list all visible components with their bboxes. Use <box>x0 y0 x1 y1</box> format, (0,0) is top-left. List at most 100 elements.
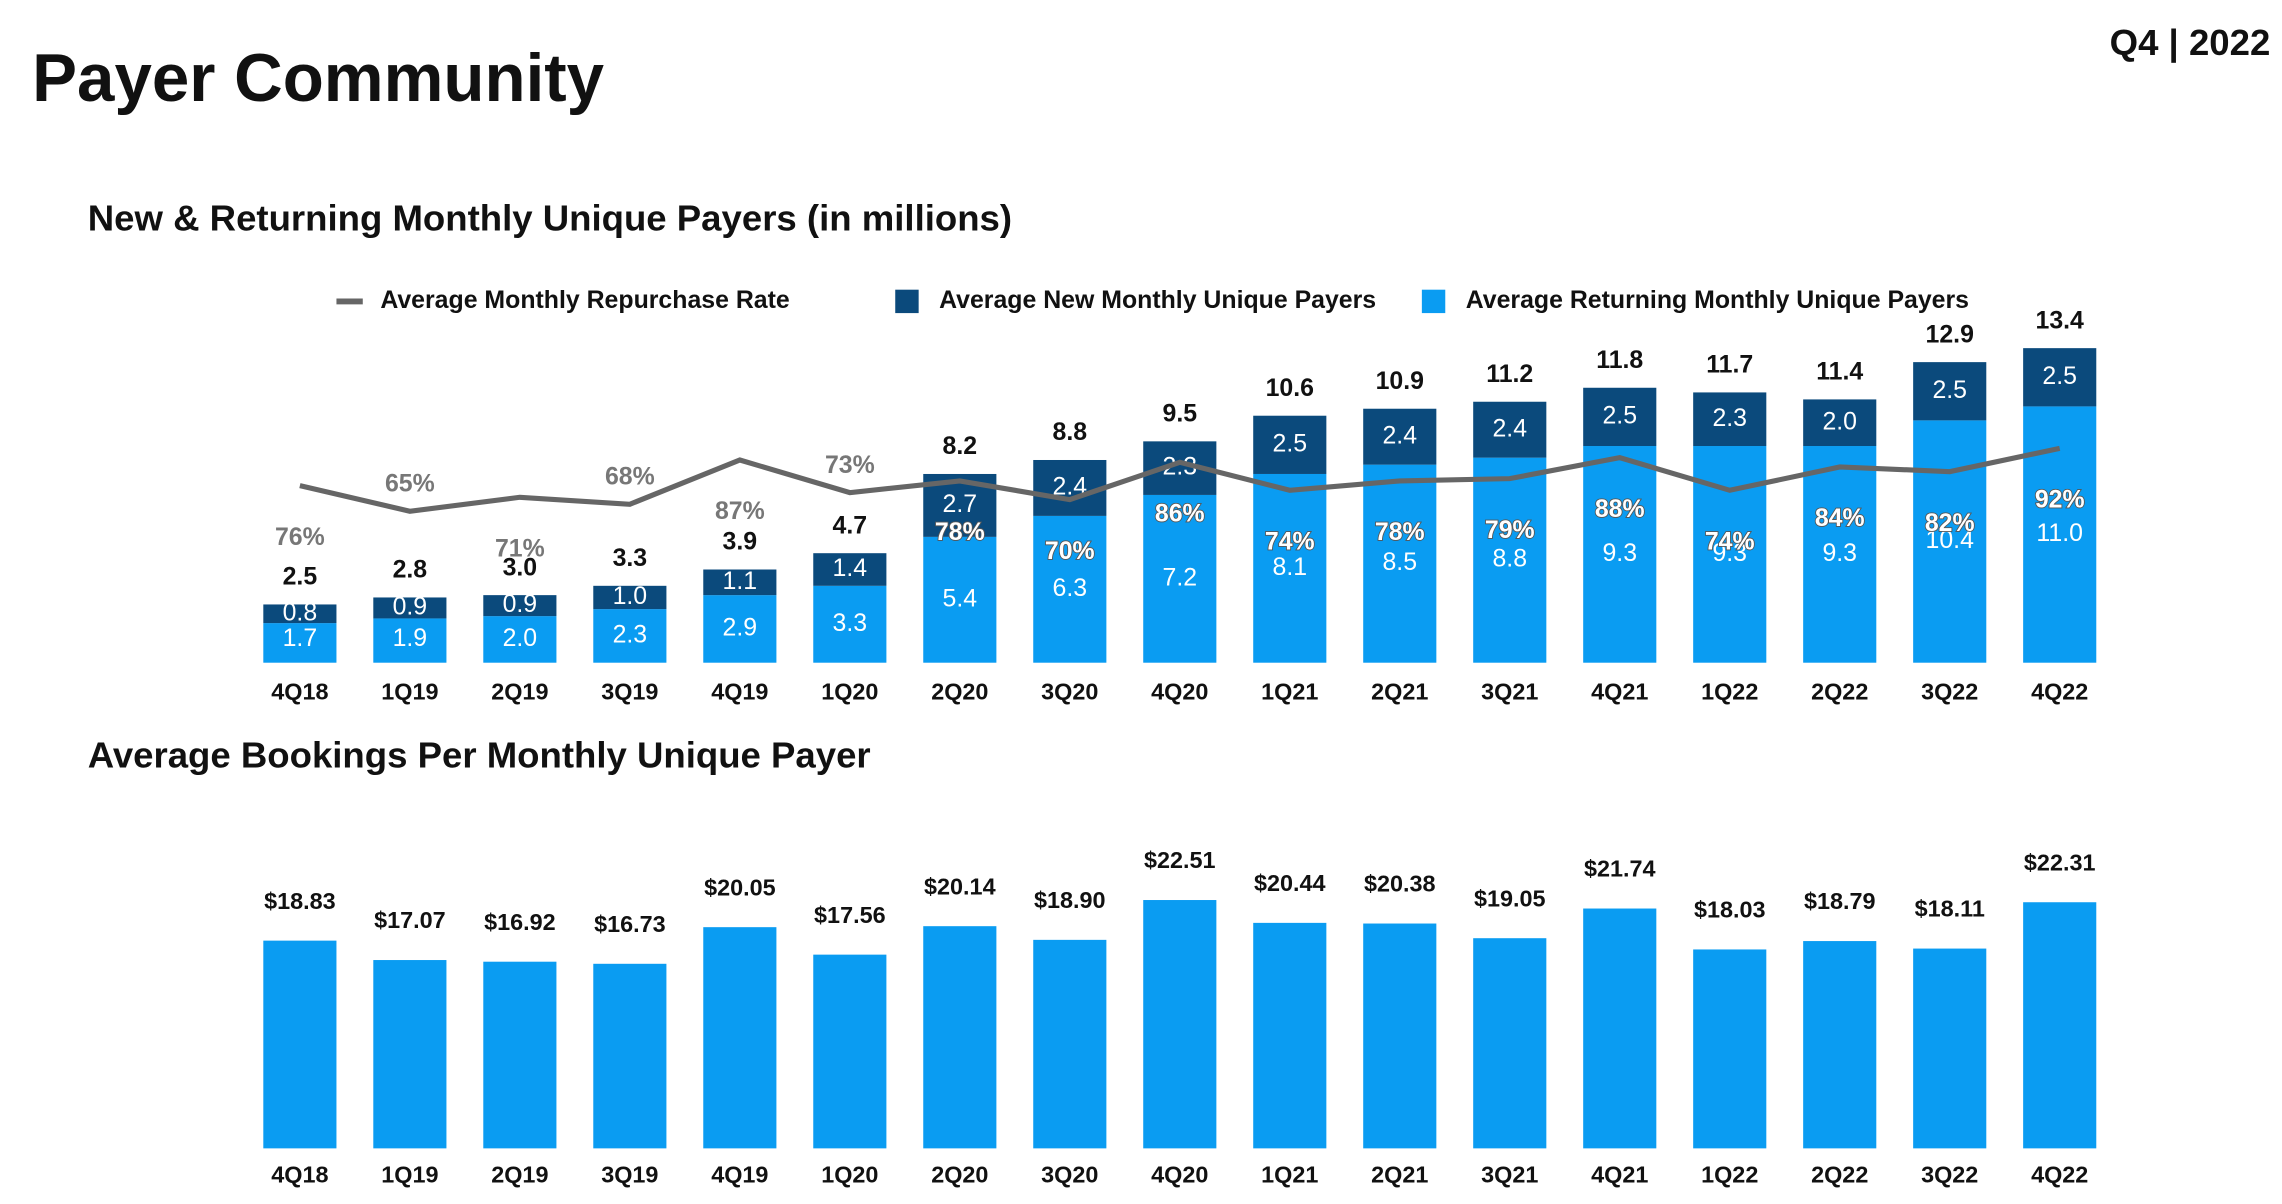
bar-segment <box>373 597 447 619</box>
value-label: $16.73 <box>594 911 666 937</box>
bar <box>483 961 557 1149</box>
value-label: $17.07 <box>374 907 446 933</box>
x-tick-label: 1Q20 <box>821 679 878 705</box>
bar-segment <box>1913 420 1987 663</box>
x-tick-label: 3Q21 <box>1481 679 1538 705</box>
x-tick-label: 2Q19 <box>491 1161 548 1187</box>
bar-segment <box>1583 446 1657 663</box>
value-label: $18.83 <box>264 888 336 914</box>
bar-segment <box>703 569 777 596</box>
segment-label: 2.3 <box>1712 404 1747 432</box>
bar-segment <box>813 585 887 663</box>
x-tick-label: 3Q19 <box>601 679 658 705</box>
bar <box>813 954 887 1149</box>
bar <box>2023 902 2097 1149</box>
bar-segment <box>1363 464 1437 663</box>
bar-segment <box>813 553 887 586</box>
rate-label: 70% <box>1045 537 1095 565</box>
bar-segment <box>2023 348 2097 407</box>
bar <box>1913 948 1987 1149</box>
rate-label: 71% <box>495 534 545 562</box>
total-label: 10.9 <box>1376 367 1424 395</box>
bar <box>263 940 337 1149</box>
x-tick-label: 4Q19 <box>711 679 768 705</box>
segment-label: 1.9 <box>393 624 428 652</box>
total-label: 10.6 <box>1266 374 1314 402</box>
x-tick-label: 2Q21 <box>1371 679 1428 705</box>
total-label: 8.8 <box>1053 418 1088 446</box>
segment-label: 2.0 <box>503 624 538 652</box>
bar-segment <box>1033 459 1107 516</box>
bar-segment <box>1473 401 1547 458</box>
bar <box>1033 939 1107 1149</box>
rate-label: 78% <box>1375 518 1425 546</box>
segment-label: 2.3 <box>613 620 648 648</box>
bar <box>373 960 447 1149</box>
rate-label: 74% <box>1705 528 1755 556</box>
bar <box>1803 941 1877 1149</box>
value-label: $18.90 <box>1034 887 1106 913</box>
bar-segment <box>1033 515 1107 663</box>
segment-label: 8.1 <box>1273 553 1308 581</box>
bar <box>923 926 997 1149</box>
x-tick-label: 2Q20 <box>931 679 988 705</box>
segment-label: 1.7 <box>283 624 318 652</box>
legend-swatch <box>1421 289 1446 314</box>
total-label: 3.9 <box>723 528 758 556</box>
x-tick-label: 1Q22 <box>1701 1161 1758 1187</box>
segment-label: 2.5 <box>1932 376 1967 404</box>
x-tick-label: 3Q21 <box>1481 1161 1538 1187</box>
bar-segment <box>1253 473 1327 663</box>
bar-segment <box>263 623 337 663</box>
segment-label: 2.5 <box>1273 429 1308 457</box>
rate-label: 65% <box>385 469 435 497</box>
x-tick-label: 2Q22 <box>1811 679 1868 705</box>
segment-label: 2.5 <box>1602 401 1637 429</box>
bar-segment <box>1803 446 1877 663</box>
segment-label: 2.5 <box>2042 362 2077 390</box>
bar-segment <box>483 595 557 617</box>
segment-label: 1.4 <box>833 554 868 582</box>
x-tick-label: 3Q20 <box>1041 1161 1098 1187</box>
x-tick-label: 2Q19 <box>491 679 548 705</box>
legend-label: Average Monthly Repurchase Rate <box>380 286 789 314</box>
legend-label: Average Returning Monthly Unique Payers <box>1466 286 1969 314</box>
value-label: $18.79 <box>1804 888 1876 914</box>
total-label: 11.2 <box>1486 360 1533 388</box>
x-tick-label: 4Q18 <box>271 679 328 705</box>
x-tick-label: 2Q22 <box>1811 1161 1868 1187</box>
x-tick-label: 1Q19 <box>381 679 438 705</box>
x-tick-label: 4Q21 <box>1591 679 1648 705</box>
total-label: 4.7 <box>833 511 868 539</box>
x-tick-label: 4Q21 <box>1591 1161 1648 1187</box>
segment-label: 8.5 <box>1382 548 1417 576</box>
segment-label: 0.9 <box>503 590 538 618</box>
value-label: $20.44 <box>1254 870 1326 896</box>
bar <box>1363 923 1437 1149</box>
value-label: $20.38 <box>1364 871 1436 897</box>
total-label: 12.9 <box>1926 320 1974 348</box>
rate-label: 79% <box>1485 516 1535 544</box>
rate-label: 88% <box>1595 495 1645 523</box>
x-tick-label: 3Q22 <box>1921 1161 1978 1187</box>
rate-label: 82% <box>1925 509 1975 537</box>
bar-segment <box>373 618 447 663</box>
total-label: 8.2 <box>943 432 978 460</box>
segment-label: 9.3 <box>1822 539 1857 567</box>
bar-segment <box>483 616 557 663</box>
segment-label: 5.4 <box>943 584 978 612</box>
total-label: 11.8 <box>1596 346 1643 374</box>
value-label: $19.05 <box>1474 885 1546 911</box>
rate-label: 86% <box>1155 500 1205 528</box>
bar-segment <box>593 609 667 663</box>
segment-label: 2.9 <box>723 613 758 641</box>
x-tick-label: 4Q22 <box>2031 1161 2088 1187</box>
bar-segment <box>1583 387 1657 447</box>
value-label: $22.31 <box>2024 849 2096 875</box>
x-tick-label: 4Q18 <box>271 1161 328 1187</box>
page-title: Payer Community <box>32 41 605 116</box>
value-label: $18.11 <box>1915 896 1985 922</box>
total-label: 3.0 <box>503 553 538 581</box>
